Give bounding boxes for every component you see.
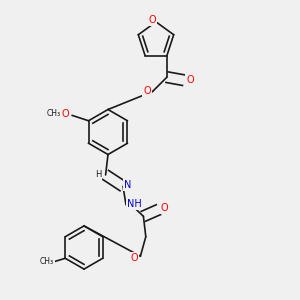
Text: CH₃: CH₃ xyxy=(40,257,54,266)
Text: O: O xyxy=(160,203,168,213)
Text: O: O xyxy=(130,253,138,263)
Text: O: O xyxy=(143,86,151,96)
Text: H: H xyxy=(95,170,102,179)
Text: NH: NH xyxy=(127,199,142,209)
Text: CH₃: CH₃ xyxy=(47,109,61,118)
Text: O: O xyxy=(61,110,69,119)
Text: O: O xyxy=(148,15,156,26)
Text: O: O xyxy=(186,75,194,85)
Text: N: N xyxy=(124,180,131,190)
